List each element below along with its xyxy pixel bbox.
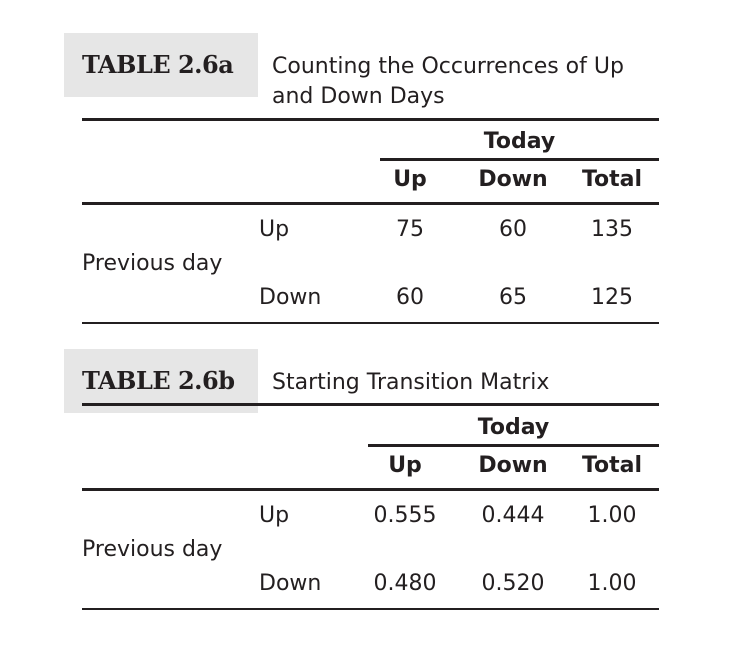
table-b-row-up-label: Up bbox=[259, 503, 290, 528]
table-b-row-down-up: 0.480 bbox=[373, 571, 437, 596]
table-a-col-total: Total bbox=[581, 167, 643, 192]
table-b-col-up: Up bbox=[388, 453, 422, 478]
table-a-row-down-up: 60 bbox=[396, 285, 424, 310]
table-a-row-down-down: 65 bbox=[499, 285, 527, 310]
table-a-row-down-label: Down bbox=[259, 285, 322, 310]
table-a-caption-line2: and Down Days bbox=[272, 84, 445, 109]
table-a-row-group: Previous day bbox=[82, 251, 223, 276]
table-b-group-header: Today bbox=[477, 415, 550, 440]
table-b-header-rule bbox=[82, 488, 659, 491]
table-b-label: TABLE 2.6b bbox=[64, 349, 258, 413]
table-a-col-down: Down bbox=[478, 167, 548, 192]
table-a-bottom-rule bbox=[82, 322, 659, 324]
table-b-caption-line1: Starting Transition Matrix bbox=[272, 370, 550, 395]
table-b-col-down: Down bbox=[478, 453, 548, 478]
table-a-row-up-up: 75 bbox=[396, 217, 424, 242]
table-a-top-rule bbox=[82, 118, 659, 121]
table-a-row-down-total: 125 bbox=[591, 285, 633, 310]
table-a-col-up: Up bbox=[393, 167, 427, 192]
table-b-row-up-up: 0.555 bbox=[373, 503, 437, 528]
table-a-group-rule bbox=[380, 158, 659, 161]
table-b-row-up-down: 0.444 bbox=[481, 503, 545, 528]
table-b-row-down-down: 0.520 bbox=[481, 571, 545, 596]
table-b-bottom-rule bbox=[82, 608, 659, 610]
table-a-group-header: Today bbox=[483, 129, 556, 154]
table-b-row-group: Previous day bbox=[82, 537, 223, 562]
table-a-caption-line1: Counting the Occurrences of Up bbox=[272, 54, 624, 79]
table-b-top-rule bbox=[82, 403, 659, 406]
table-b-row-down-total: 1.00 bbox=[587, 571, 637, 596]
table-b-col-total: Total bbox=[581, 453, 643, 478]
table-b-row-down-label: Down bbox=[259, 571, 322, 596]
table-a-row-up-label: Up bbox=[259, 217, 290, 242]
table-a-row-up-down: 60 bbox=[499, 217, 527, 242]
table-b-group-rule bbox=[368, 444, 659, 447]
table-b-row-up-total: 1.00 bbox=[587, 503, 637, 528]
table-a-header-rule bbox=[82, 202, 659, 205]
table-a-label: TABLE 2.6a bbox=[64, 33, 258, 97]
table-a-row-up-total: 135 bbox=[591, 217, 633, 242]
